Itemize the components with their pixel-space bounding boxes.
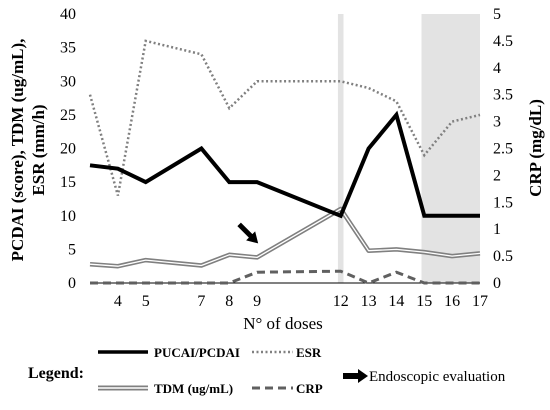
left-y-tick-label: 15 (60, 174, 76, 191)
x-tick-label: 5 (142, 293, 150, 310)
x-tick-label: 14 (388, 293, 404, 310)
left-y-tick-label: 35 (60, 40, 76, 57)
legend-title: Legend: (28, 365, 84, 382)
right-axis-title: CRP (mg/dL) (526, 99, 545, 197)
x-tick-label: 4 (114, 293, 122, 310)
series-lines (88, 39, 481, 285)
right-axis-title-group: CRP (mg/dL) (526, 99, 545, 197)
right-y-tick-labels: 0 0.5 1 1.5 2 2.5 3 3.5 4 4.5 5 (493, 6, 513, 292)
left-y-tick-labels: 0 5 10 15 20 25 30 35 40 (60, 6, 76, 292)
left-y-tick-label: 10 (60, 208, 76, 225)
x-tick-label: 17 (472, 293, 488, 310)
x-tick-labels: 4 5 7 8 9 12 13 14 15 16 17 (114, 293, 488, 310)
series-line-pucai-pcdai (89, 110, 480, 219)
series-line-esr (88, 39, 481, 196)
right-y-tick-label: 2.5 (493, 141, 513, 158)
shaded-regions (337, 14, 480, 283)
legend-label-pucai: PUCAI/PCDAI (154, 345, 240, 360)
legend-label-esr: ESR (296, 345, 322, 360)
left-y-tick-label: 5 (68, 241, 76, 258)
left-axis-title: PCDAI (score), TDM (ug/mL), ESR (mm/h) (8, 39, 48, 262)
legend-label-endoscopic: Endoscopic evaluation (369, 369, 506, 385)
right-y-tick-label: 5 (493, 6, 501, 23)
right-y-tick-label: 2 (493, 167, 501, 184)
right-y-tick-label: 1 (493, 221, 501, 238)
legend-label-tdm: TDM (ug/mL) (154, 381, 233, 396)
shaded-region-0 (337, 14, 344, 283)
left-y-tick-label: 40 (60, 6, 76, 23)
right-y-tick-label: 4.5 (493, 33, 513, 50)
right-y-tick-label: 0 (493, 275, 501, 292)
x-axis-title: N° of doses (243, 314, 323, 333)
legend-label-crp: CRP (296, 381, 323, 396)
left-axis-title-line-1: PCDAI (score), TDM (ug/mL), (8, 39, 27, 262)
right-y-tick-label: 1.5 (493, 194, 513, 211)
series-line-tdm-ug-ml-inner (89, 208, 481, 267)
right-y-tick-label: 3 (493, 114, 501, 131)
x-tick-label: 13 (361, 293, 377, 310)
x-tick-label: 15 (416, 293, 432, 310)
x-tick-label: 12 (333, 293, 349, 310)
legend-swatch-endoscopic-arrow (343, 369, 368, 383)
x-tick-label: 9 (253, 293, 261, 310)
x-tick-label: 16 (444, 293, 460, 310)
right-y-tick-label: 3.5 (493, 87, 513, 104)
right-y-tick-label: 4 (493, 60, 501, 77)
x-tick-label: 7 (197, 293, 205, 310)
left-axis-title-line-2: ESR (mm/h) (29, 104, 48, 195)
right-y-tick-label: 0.5 (493, 248, 513, 265)
annotations (237, 222, 259, 244)
legend: Legend: PUCAI/PCDAI ESR Endoscopic evalu… (28, 345, 506, 396)
series-line-crp (90, 269, 480, 285)
left-y-tick-label: 25 (60, 107, 76, 124)
endoscopic-evaluation-arrow (237, 222, 259, 244)
x-tick-label: 8 (225, 293, 233, 310)
left-y-tick-label: 0 (68, 275, 76, 292)
left-y-tick-label: 20 (60, 141, 76, 158)
left-y-tick-label: 30 (60, 73, 76, 90)
